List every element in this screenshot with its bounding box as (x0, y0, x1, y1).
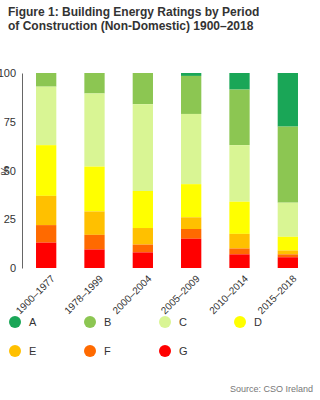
series-E (36, 196, 298, 254)
legend-item: D (234, 316, 262, 328)
bar-segment (278, 237, 298, 251)
legend-swatch (159, 316, 171, 328)
bar-segment (84, 73, 104, 93)
bar-segment (181, 184, 201, 217)
series-G (36, 239, 298, 268)
x-tick-label: 2000–2004 (110, 273, 153, 316)
legend-item: B (84, 316, 111, 328)
source-note: Source: CSO Ireland (230, 384, 313, 394)
bar-segment (133, 191, 153, 228)
bar-segment (84, 93, 104, 166)
bar-segment (181, 73, 201, 76)
bar-segment (36, 225, 56, 243)
legend-label: A (29, 316, 37, 328)
legend-swatch (9, 316, 21, 328)
legend-item: G (159, 345, 188, 357)
bar-segment (84, 167, 104, 212)
bar-segment (278, 254, 298, 257)
y-tick-label: 0 (10, 262, 16, 274)
bar-segment (181, 239, 201, 268)
y-axis: 0255075100 (0, 67, 23, 274)
series-C (36, 87, 298, 237)
legend-label: E (29, 345, 36, 357)
bar-segment (36, 145, 56, 196)
chart-svg: Figure 1: Building Energy Ratings by Per… (0, 0, 320, 400)
x-tick: 1900–1977 (14, 268, 57, 316)
legend-item: C (159, 316, 187, 328)
x-tick: 1978–1999 (62, 268, 105, 316)
legend-label: D (254, 316, 262, 328)
legend-item: F (84, 345, 111, 357)
legend-swatch (9, 345, 21, 357)
legend: A B C D E F G (9, 316, 262, 357)
legend-swatch (84, 316, 96, 328)
bar-segment (84, 235, 104, 250)
chart-title: Figure 1: Building Energy Ratings by Per… (8, 5, 259, 33)
bar-segment (36, 73, 56, 87)
x-tick-label: 2005–2009 (159, 273, 202, 316)
bars (36, 73, 298, 268)
bar-segment (133, 73, 153, 104)
y-tick: 25 (4, 213, 22, 225)
legend-label: G (179, 345, 188, 357)
bar-segment (229, 249, 249, 255)
bar-segment (229, 234, 249, 249)
legend-item: A (9, 316, 37, 328)
legend-label: B (104, 316, 111, 328)
legend-item: E (9, 345, 36, 357)
bar-segment (181, 217, 201, 229)
bar-segment (181, 76, 201, 114)
bar-segment (36, 87, 56, 145)
chart-container: Figure 1: Building Energy Ratings by Per… (0, 0, 320, 400)
bar-segment (181, 114, 201, 184)
bar-segment (229, 90, 249, 146)
bar-segment (84, 211, 104, 234)
y-axis-title: % (0, 165, 11, 175)
series-D (36, 145, 298, 250)
y-tick: 75 (4, 116, 22, 128)
y-tick: 100 (0, 67, 22, 79)
bar-segment (84, 249, 104, 268)
bar-segment (133, 104, 153, 191)
x-axis-line (23, 268, 313, 269)
bar-segment (133, 228, 153, 245)
x-tick: 2010–2014 (207, 268, 250, 316)
legend-label: C (179, 316, 187, 328)
series-B (36, 73, 298, 203)
x-tick: 2005–2009 (159, 268, 202, 316)
bar-segment (133, 252, 153, 268)
series-F (36, 225, 298, 257)
bar-segment (229, 254, 249, 268)
bar-segment (133, 245, 153, 253)
x-tick: 2000–2004 (110, 268, 153, 316)
legend-swatch (84, 345, 96, 357)
y-tick-label: 25 (4, 213, 16, 225)
bar-segment (278, 250, 298, 254)
y-tick: 0 (10, 262, 22, 274)
title-line: of Construction (Non-Domestic) 1900–2018 (8, 19, 254, 33)
y-tick-label: 75 (4, 116, 16, 128)
bar-segment (278, 127, 298, 203)
bar-segment (36, 243, 56, 268)
x-tick: 2015–2018 (255, 268, 298, 316)
x-tick-label: 2010–2014 (207, 273, 250, 316)
bar-segment (278, 257, 298, 268)
bar-segment (229, 73, 249, 90)
x-tick-label: 1978–1999 (62, 273, 105, 316)
bar-segment (278, 203, 298, 237)
bar-segment (36, 196, 56, 225)
bar-segment (229, 202, 249, 234)
legend-swatch (159, 345, 171, 357)
y-tick-label: 100 (0, 67, 16, 79)
bar-segment (278, 73, 298, 127)
x-tick-label: 1900–1977 (14, 273, 57, 316)
legend-swatch (234, 316, 246, 328)
bar-segment (181, 229, 201, 239)
legend-label: F (104, 345, 111, 357)
y-axis-line (22, 74, 23, 269)
title-line: Figure 1: Building Energy Ratings by Per… (8, 5, 259, 19)
x-axis: 1900–19771978–19992000–20042005–20092010… (14, 268, 313, 316)
x-tick-label: 2015–2018 (255, 273, 298, 316)
bar-segment (229, 145, 249, 202)
